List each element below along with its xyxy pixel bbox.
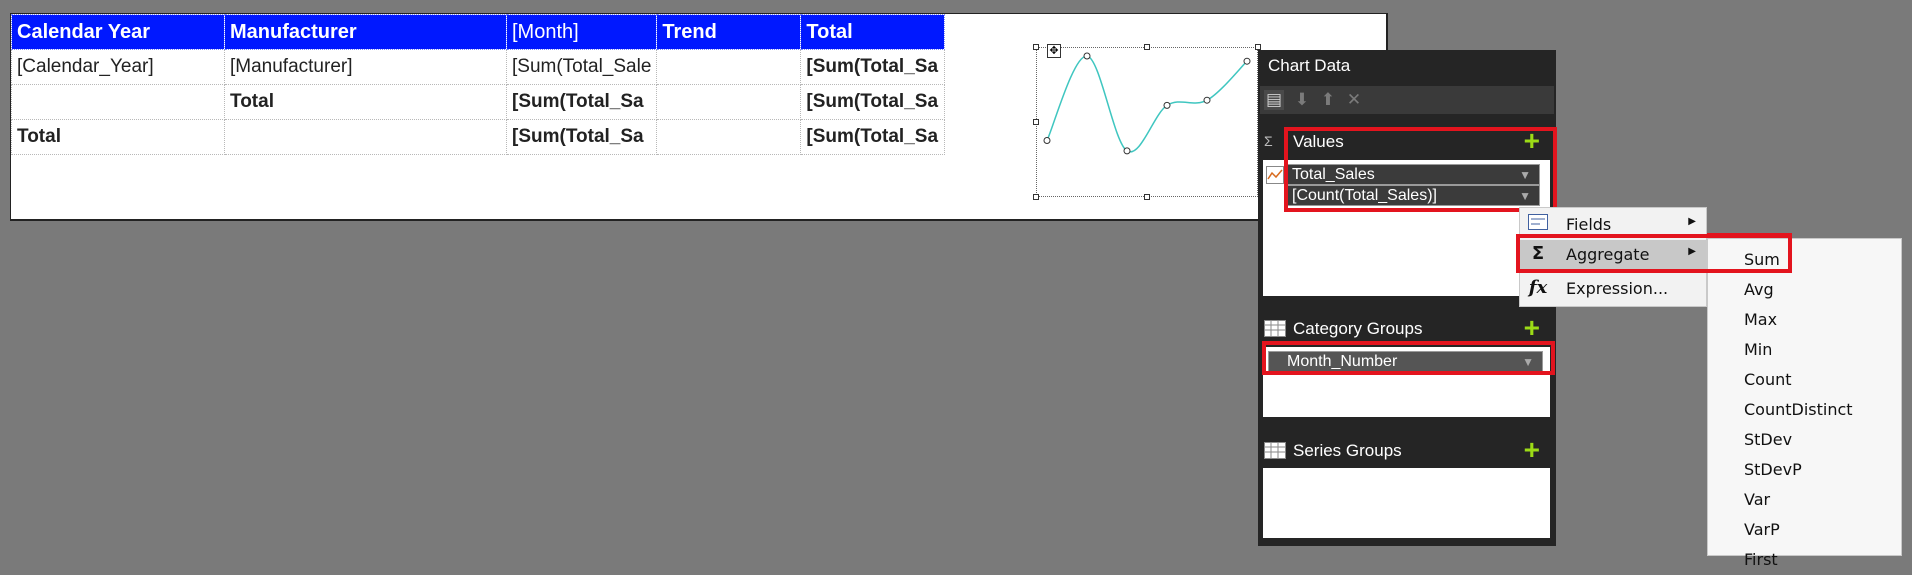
- sparkline-point: [1163, 101, 1171, 109]
- cell-total-sum[interactable]: [Sum(Total_Sa: [800, 49, 946, 85]
- pane-title: Chart Data: [1268, 56, 1351, 75]
- properties-icon[interactable]: ▤: [1264, 90, 1284, 110]
- highlight-category: [1262, 341, 1555, 375]
- resize-handle[interactable]: [1033, 119, 1039, 125]
- chevron-down-icon[interactable]: ▼: [1522, 355, 1534, 369]
- aggregate-submenu: Sum Avg Max Min Count CountDistinct StDe…: [1707, 238, 1902, 569]
- cell-trend-empty-2[interactable]: [656, 119, 802, 155]
- agg-avg[interactable]: Avg: [1744, 280, 1774, 299]
- header-total[interactable]: Total: [800, 14, 946, 50]
- chart-data-pane: Chart Data ▤ ⬇ ⬆ ✕ Σ Values + Total_Sale…: [1258, 50, 1556, 546]
- chevron-down-icon[interactable]: ▼: [1519, 168, 1531, 182]
- tablix-table: Calendar Year Manufacturer [Month] Trend…: [11, 14, 946, 155]
- cell-month-sum[interactable]: [Sum(Total_Sale: [505, 49, 658, 85]
- header-calendar-year[interactable]: Calendar Year: [11, 14, 225, 50]
- header-month[interactable]: [Month]: [505, 14, 658, 50]
- pane-toolbar: ▤ ⬇ ⬆ ✕: [1260, 86, 1554, 114]
- series-groups-header: Series Groups +: [1258, 434, 1556, 468]
- header-manufacturer[interactable]: Manufacturer: [224, 14, 507, 50]
- agg-countdistinct[interactable]: CountDistinct: [1744, 400, 1853, 419]
- menu-item-label: Expression...: [1566, 279, 1669, 298]
- add-value-icon[interactable]: +: [1523, 125, 1540, 156]
- context-menu: Fields ▶ Σ Aggregate ▶ fx Expression...: [1519, 207, 1707, 307]
- table-icon: [1264, 442, 1286, 459]
- sparkline-chart[interactable]: [1036, 47, 1258, 197]
- agg-count[interactable]: Count: [1744, 370, 1792, 389]
- resize-handle[interactable]: [1033, 44, 1039, 50]
- fields-icon: [1528, 214, 1548, 234]
- sigma-icon: Σ: [1264, 133, 1273, 149]
- resize-handle[interactable]: [1144, 194, 1150, 200]
- values-label: Values: [1293, 132, 1344, 151]
- cell-trend[interactable]: [656, 49, 802, 85]
- category-groups-header: Category Groups +: [1258, 312, 1556, 346]
- highlight-values: [1284, 127, 1557, 212]
- cell-calendar-year[interactable]: [Calendar_Year]: [11, 49, 225, 85]
- cell-total-grandtotal[interactable]: [Sum(Total_Sa: [800, 119, 946, 155]
- series-groups-label: Series Groups: [1293, 441, 1402, 460]
- sparkline-point: [1123, 147, 1131, 155]
- menu-item-label: Aggregate: [1566, 245, 1650, 264]
- resize-handle[interactable]: [1144, 44, 1150, 50]
- cell-grand-total-label[interactable]: Total: [11, 119, 225, 155]
- menu-item-label: Fields: [1566, 215, 1612, 234]
- move-icon[interactable]: ✥: [1047, 44, 1061, 58]
- sparkline-point: [1043, 137, 1051, 144]
- highlight-sum: [1707, 233, 1792, 273]
- category-groups-label: Category Groups: [1293, 319, 1423, 338]
- agg-var[interactable]: Var: [1744, 490, 1771, 509]
- cell-month-subtotal[interactable]: [Sum(Total_Sa: [505, 84, 658, 120]
- add-category-icon[interactable]: +: [1523, 312, 1540, 343]
- sigma-icon: Σ: [1531, 243, 1545, 264]
- menu-item-expression[interactable]: fx Expression...: [1520, 274, 1706, 304]
- menu-item-aggregate[interactable]: Σ Aggregate ▶: [1520, 240, 1706, 270]
- sparkline-point: [1083, 52, 1091, 60]
- table-icon: [1264, 320, 1286, 337]
- sparkline-point: [1203, 96, 1211, 104]
- cell-empty[interactable]: [11, 84, 225, 120]
- cell-manufacturer-total[interactable]: Total: [224, 84, 507, 120]
- cell-trend-empty[interactable]: [656, 84, 802, 120]
- sparkline-series-icon: [1266, 166, 1284, 184]
- series-groups-list: [1263, 468, 1550, 538]
- move-up-icon[interactable]: ⬆: [1320, 90, 1336, 109]
- submenu-arrow-icon: ▶: [1688, 216, 1696, 227]
- agg-first[interactable]: First: [1744, 550, 1778, 569]
- menu-item-fields[interactable]: Fields ▶: [1520, 210, 1706, 240]
- agg-varp[interactable]: VarP: [1744, 520, 1780, 539]
- submenu-arrow-icon: ▶: [1688, 246, 1696, 257]
- cell-manufacturer[interactable]: [Manufacturer]: [224, 49, 507, 85]
- sparkline-point: [1243, 57, 1251, 65]
- move-down-icon[interactable]: ⬇: [1294, 90, 1310, 109]
- cell-month-grandtotal[interactable]: [Sum(Total_Sa: [505, 119, 658, 155]
- agg-sum[interactable]: Sum: [1744, 250, 1780, 269]
- header-trend[interactable]: Trend: [656, 14, 802, 50]
- agg-max[interactable]: Max: [1744, 310, 1778, 329]
- agg-stdev[interactable]: StDev: [1744, 430, 1793, 449]
- values-section-header: Σ Values +: [1258, 125, 1556, 159]
- agg-stdevp[interactable]: StDevP: [1744, 460, 1802, 479]
- fx-icon: fx: [1528, 277, 1548, 298]
- add-series-icon[interactable]: +: [1523, 434, 1540, 465]
- agg-min[interactable]: Min: [1744, 340, 1773, 359]
- cell-empty-2[interactable]: [224, 119, 507, 155]
- sparkline-series-line: [1046, 55, 1248, 153]
- resize-handle[interactable]: [1255, 44, 1261, 50]
- value-field-count[interactable]: [Count(Total_Sales)] ▼: [1287, 185, 1540, 206]
- delete-icon[interactable]: ✕: [1346, 90, 1362, 109]
- resize-handle[interactable]: [1033, 194, 1039, 200]
- cell-total-subtotal[interactable]: [Sum(Total_Sa: [800, 84, 946, 120]
- chevron-down-icon[interactable]: ▼: [1519, 189, 1531, 203]
- sparkline-svg: [1043, 52, 1251, 155]
